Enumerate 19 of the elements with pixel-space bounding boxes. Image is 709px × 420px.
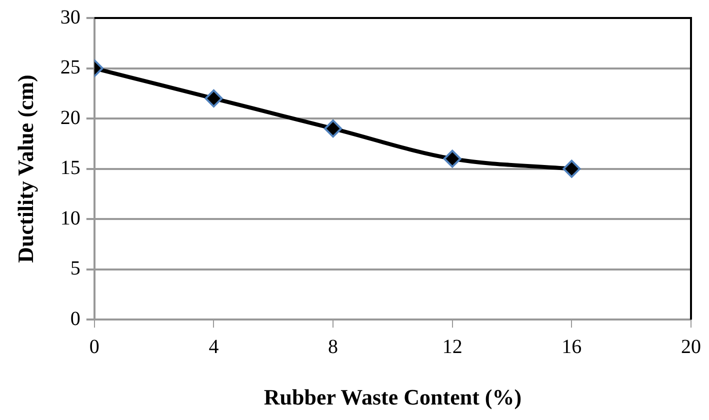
x-axis-title: Rubber Waste Content (%) bbox=[264, 384, 522, 410]
x-tick-label: 16 bbox=[562, 336, 582, 358]
point bbox=[443, 150, 462, 168]
y-tick-label: 30 bbox=[60, 6, 80, 28]
point bbox=[562, 160, 581, 178]
x-tick-label: 12 bbox=[442, 336, 462, 358]
y-tick-label: 15 bbox=[60, 157, 80, 180]
y-tick-label: 25 bbox=[60, 56, 80, 79]
x-tick-label: 8 bbox=[328, 336, 338, 358]
y-tick-label: 5 bbox=[70, 258, 80, 280]
y-tick-label: 0 bbox=[70, 308, 80, 330]
x-tick-label: 20 bbox=[681, 336, 701, 358]
y-tick-label: 20 bbox=[60, 106, 80, 129]
x-tick-label: 4 bbox=[208, 336, 219, 358]
x-tick-label: 0 bbox=[89, 336, 100, 358]
y-tick-label: 10 bbox=[60, 207, 80, 230]
point bbox=[204, 89, 223, 108]
point bbox=[324, 120, 342, 138]
y-axis-title: Ductility Value (cm) bbox=[12, 74, 38, 263]
